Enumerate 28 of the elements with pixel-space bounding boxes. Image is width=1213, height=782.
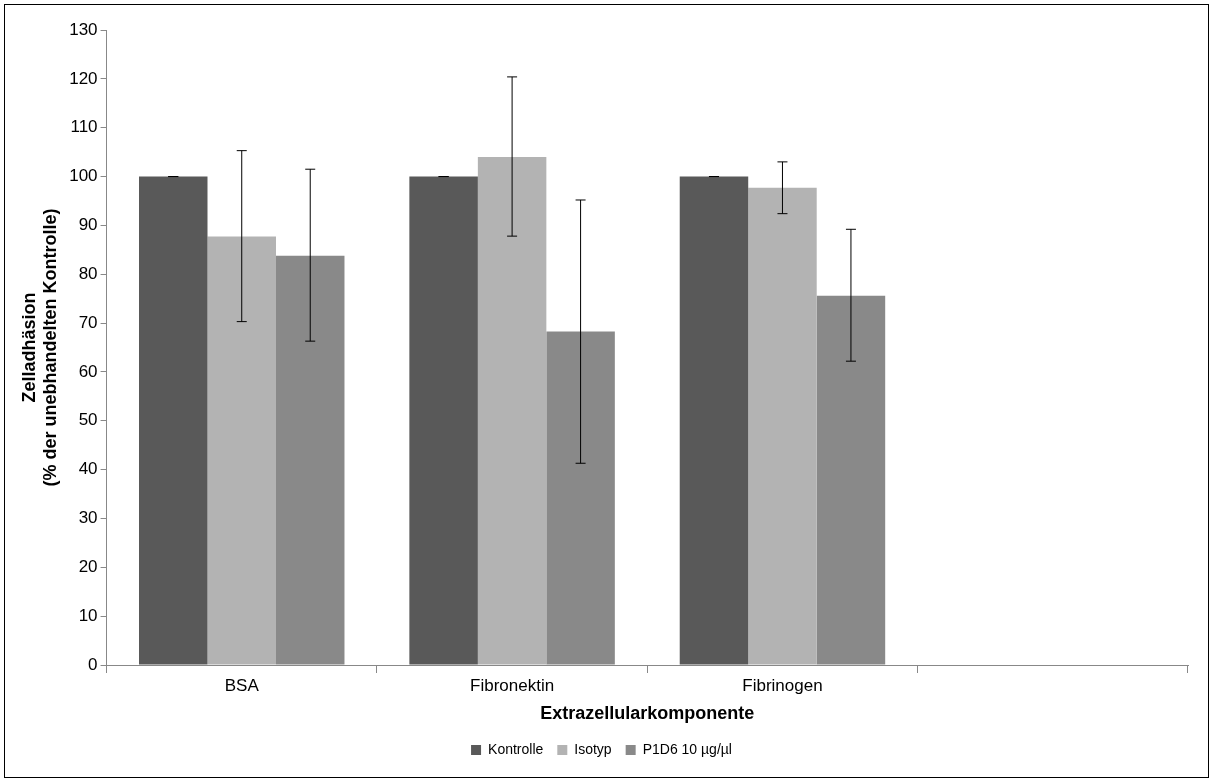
y-tick-label: 120 (69, 68, 98, 88)
x-axis-title: Extrazellularkomponente (540, 703, 755, 724)
y-tick-label: 80 (78, 263, 98, 283)
y-tick-label: 50 (78, 410, 98, 430)
y-tick-label: 70 (78, 312, 98, 332)
bar (679, 176, 749, 665)
y-tick-label: 90 (78, 215, 98, 235)
bar (477, 157, 547, 665)
y-tick-label: 40 (78, 459, 98, 479)
x-tick-label: Fibrinogen (742, 675, 823, 695)
bar (409, 176, 478, 665)
y-tick-label: 130 (69, 19, 98, 39)
legend-label: P1D6 10 µg/µl (642, 740, 732, 757)
x-tick-label: BSA (224, 675, 260, 695)
y-tick-label: 10 (78, 605, 98, 625)
bar (139, 176, 208, 665)
y-tick-label: 100 (69, 166, 98, 186)
bar (207, 236, 276, 665)
y-tick-label: 20 (78, 557, 98, 576)
legend-label: Kontrolle (488, 740, 544, 757)
y-axis-title: Zelladhäsion (% der unebhandelten Kontrolle) (18, 208, 61, 487)
bar (748, 187, 817, 665)
y-tick-label: 30 (78, 508, 98, 528)
y-tick-label: 0 (88, 654, 98, 674)
legend-label: Isotyp (574, 740, 612, 757)
y-tick-label: 60 (78, 361, 98, 381)
y-tick-label: 110 (70, 117, 98, 137)
x-tick-label: Fibronektin (470, 675, 555, 695)
